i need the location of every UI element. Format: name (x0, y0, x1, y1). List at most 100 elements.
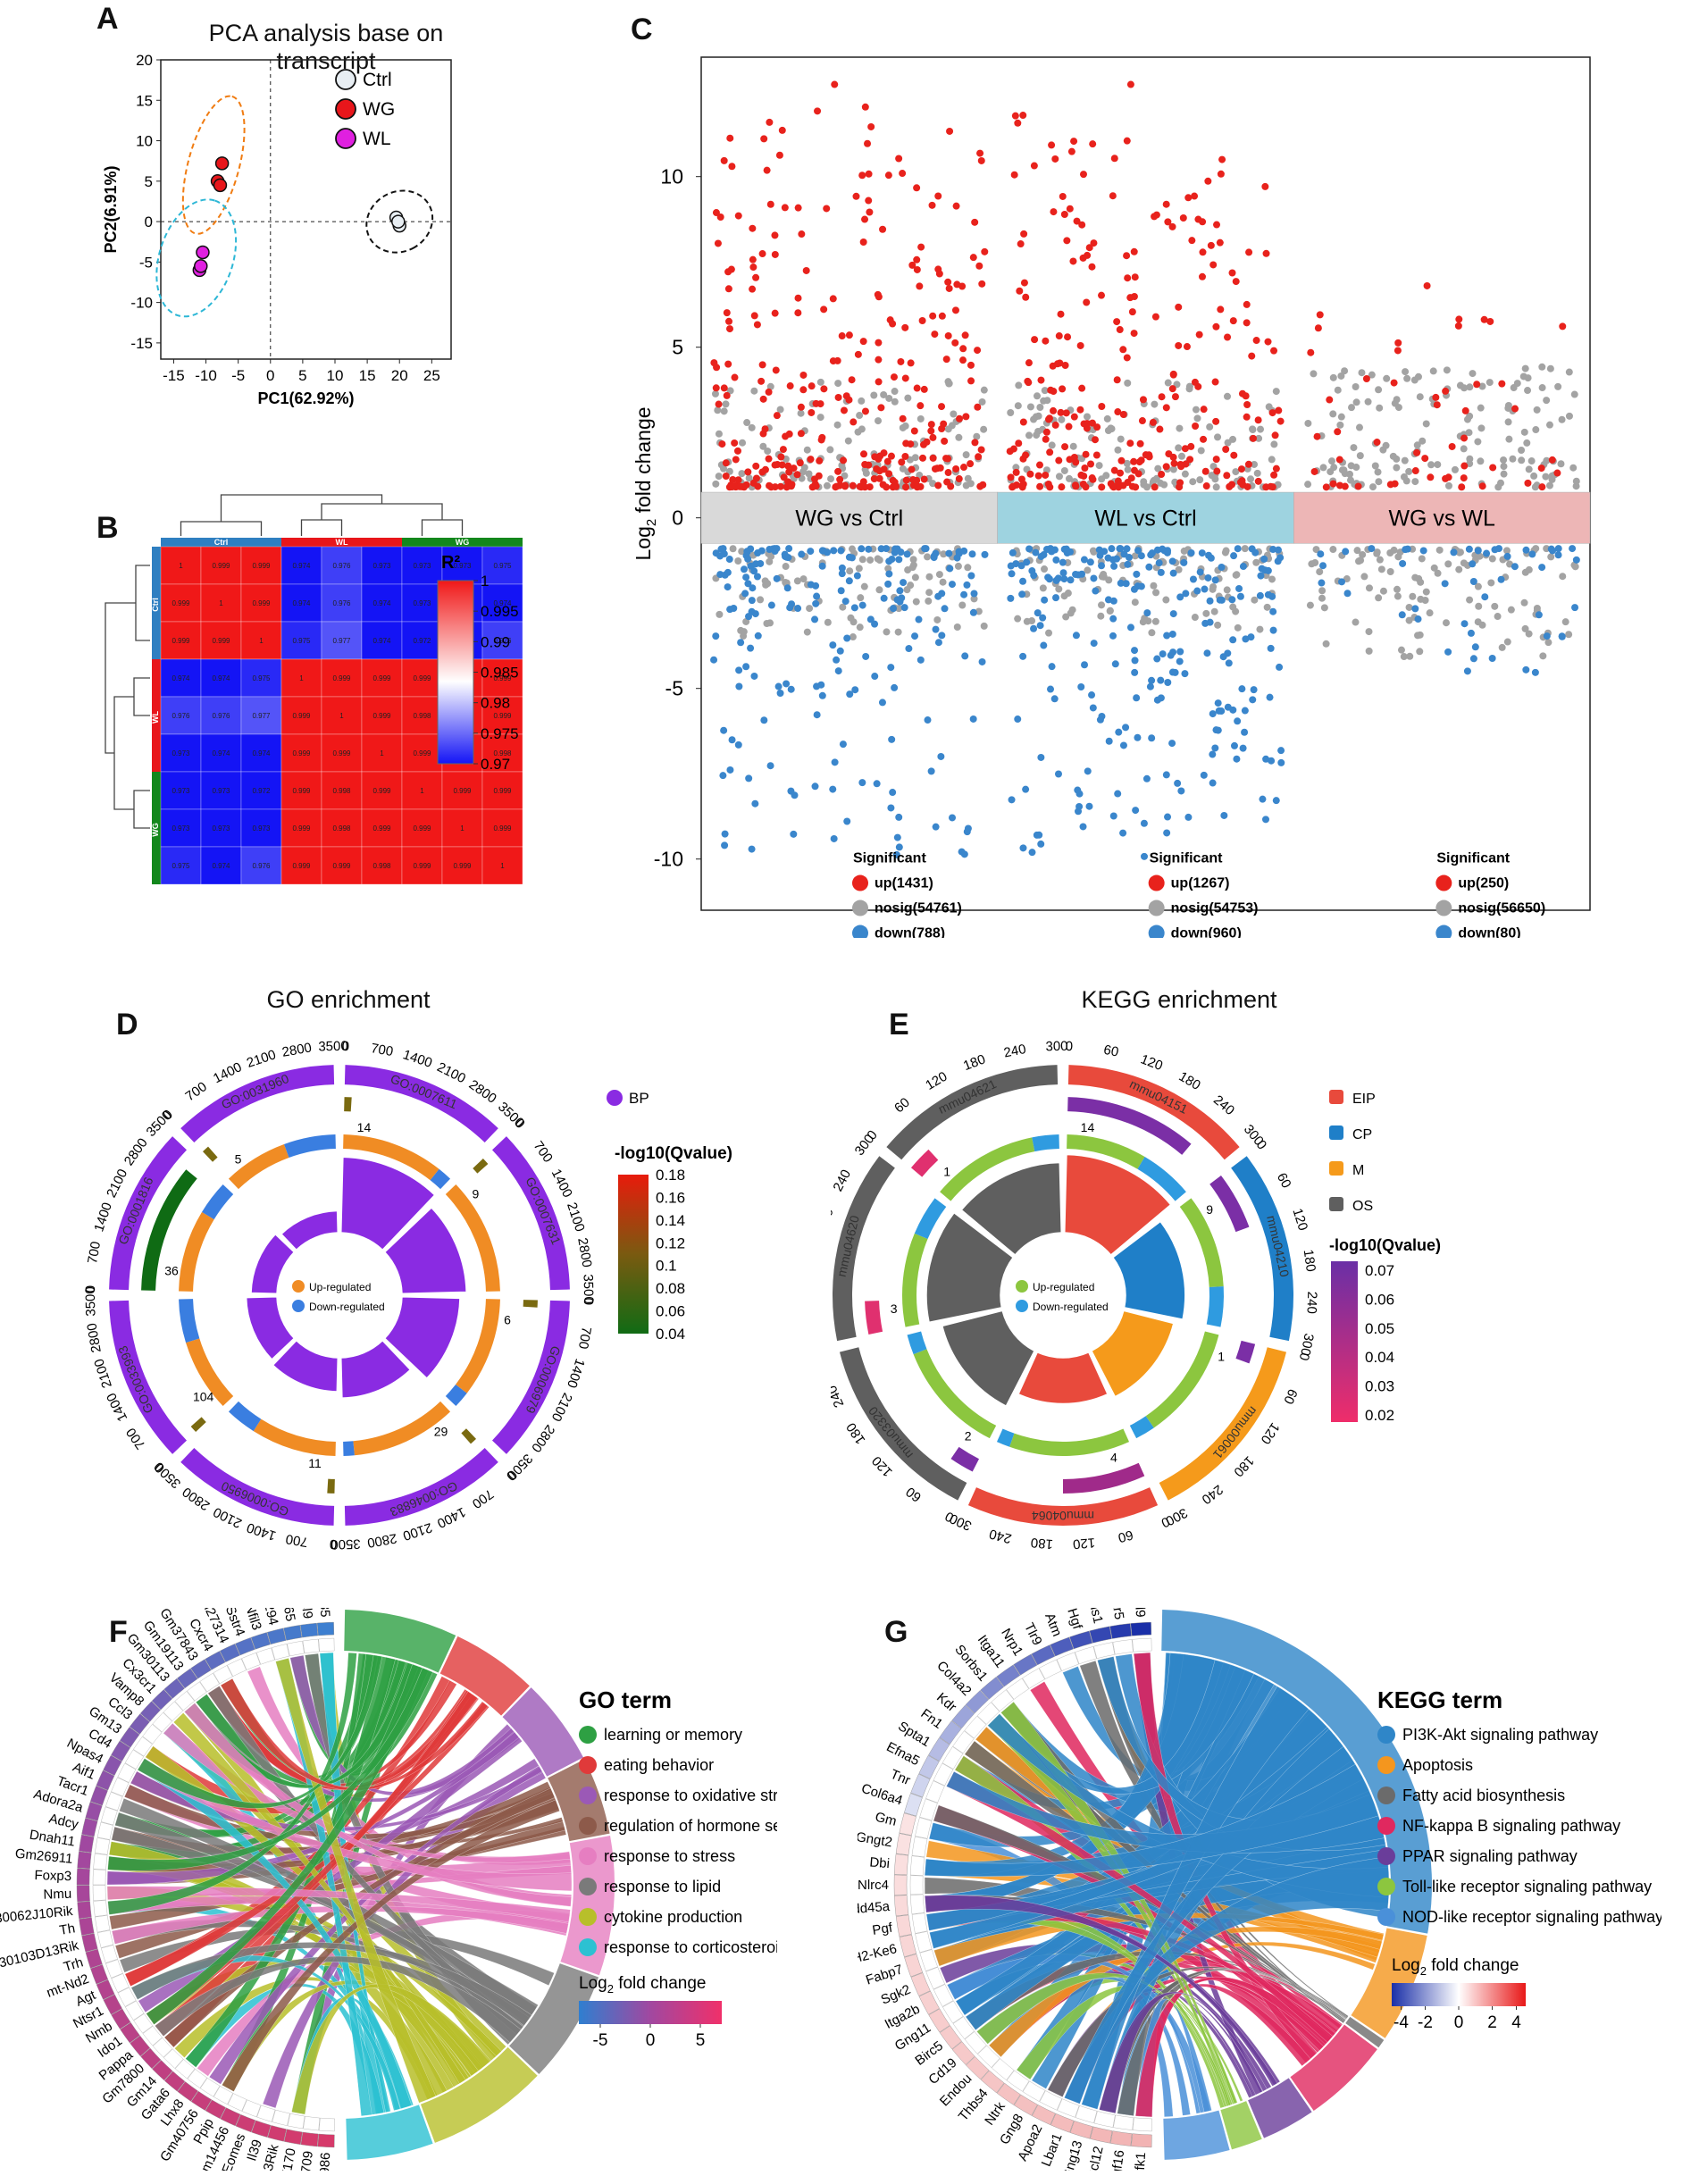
gene-label: Gm21985 (314, 1608, 332, 1618)
up-point (974, 403, 982, 411)
gene-slot (142, 2025, 163, 2046)
up-point (1262, 249, 1270, 257)
go-chord-diagram: Gm1986Gm37709Gm37170C030017G13RikIl39Eom… (0, 1608, 777, 2171)
up-point (816, 456, 824, 464)
down-point (1168, 557, 1176, 565)
up-point (1067, 147, 1075, 155)
down-point (1491, 546, 1499, 554)
down-point (1145, 563, 1153, 571)
down-point (783, 584, 791, 592)
gene-label: Nlrc4 (858, 1878, 889, 1893)
up-point (1022, 451, 1030, 459)
up-point (808, 382, 816, 390)
down-point (871, 620, 879, 628)
down-point (1233, 755, 1241, 763)
gene-fc-cell (1050, 1636, 1074, 1657)
up-point (901, 452, 909, 460)
pca-point-wg (214, 156, 230, 171)
legend-label: PPAR signaling pathway (1402, 1847, 1578, 1865)
heatmap-cell (321, 696, 363, 735)
nosig-point (1539, 652, 1547, 660)
heatmap-cell (200, 583, 242, 623)
colorbar-title: R² (441, 553, 460, 573)
legend-label-down: down(80) (1458, 926, 1520, 938)
nosig-point (738, 548, 746, 556)
heatmap-cell (240, 808, 282, 848)
nosig-point (1525, 465, 1533, 473)
down-point (716, 571, 724, 579)
nosig-point (1444, 560, 1452, 568)
down-point (1018, 590, 1026, 598)
colorbar-tick-label: 0.98 (481, 695, 510, 712)
qvalue-track (910, 1149, 939, 1177)
inner-rich-bar (1111, 1220, 1186, 1320)
down-point (1483, 549, 1491, 557)
heatmap-cell (160, 808, 202, 848)
term-count-label: 29 (434, 1424, 448, 1438)
down-point (862, 652, 870, 660)
gene-slot (909, 1875, 924, 1895)
nosig-point (1034, 392, 1041, 400)
up-point (1151, 213, 1159, 221)
nosig-point (1466, 412, 1474, 420)
outer-tick-label: 180 (1230, 1453, 1257, 1480)
down-point (1148, 734, 1156, 742)
chord-ribbon (107, 1667, 433, 1871)
down-point (1047, 685, 1055, 693)
up-regulated-ring (456, 1299, 500, 1393)
up-point (1076, 406, 1084, 414)
y-label-main: Log (632, 526, 655, 560)
x-tick-label: -10 (195, 367, 217, 384)
group-label-left: WL (151, 711, 160, 724)
gene-fc-cell (894, 1853, 909, 1876)
legend-label-m: M (1352, 1163, 1364, 1178)
nosig-point (1411, 478, 1419, 486)
up-point (1050, 388, 1058, 396)
gene-slot (942, 2000, 964, 2024)
nosig-point (1422, 588, 1430, 596)
nosig-point (1256, 625, 1264, 633)
down-point (1039, 614, 1047, 622)
nosig-point (1478, 382, 1486, 390)
down-point (1239, 744, 1247, 752)
up-point (1394, 339, 1402, 347)
down-point (1198, 549, 1206, 557)
up-point (1119, 346, 1127, 354)
up-point (1169, 453, 1177, 461)
nosig-point (891, 388, 899, 396)
up-point (1158, 393, 1166, 401)
nosig-point (925, 597, 933, 605)
up-point (850, 418, 858, 426)
inner-rich-bar (245, 1295, 296, 1361)
down-point (873, 780, 881, 788)
gene-label: Gng13 (1059, 2138, 1085, 2171)
gene-label: Th (58, 1920, 76, 1938)
gene-fc-cell (894, 1895, 909, 1917)
pca-chart: -15 -10 -5 0 5 10 15 20 25-15-10-505101520PC1(62… (102, 52, 452, 407)
down-point (953, 554, 961, 562)
down-point (893, 833, 901, 841)
up-point (849, 481, 857, 490)
nosig-point (1486, 379, 1494, 387)
legend-label-os: OS (1352, 1199, 1373, 1214)
down-point (845, 577, 853, 585)
legend-label: eating behavior (604, 1756, 714, 1774)
outer-tick-label: 700 (531, 1139, 556, 1166)
nosig-point (1430, 564, 1438, 572)
down-point (1123, 545, 1131, 553)
outer-tick-label: 3500 (318, 1039, 348, 1055)
up-point (749, 479, 757, 487)
nosig-point (909, 561, 917, 569)
heatmap-cell-value: 1 (339, 712, 344, 720)
down-point (1182, 590, 1190, 598)
nosig-point (1041, 565, 1049, 573)
down-point (1200, 771, 1208, 779)
up-point (766, 481, 774, 490)
down-point (895, 556, 903, 564)
column-dendrogram (220, 494, 383, 522)
down-point (1230, 552, 1238, 560)
colorbar (437, 580, 474, 765)
down-point (1142, 774, 1151, 782)
nosig-point (1210, 607, 1218, 615)
